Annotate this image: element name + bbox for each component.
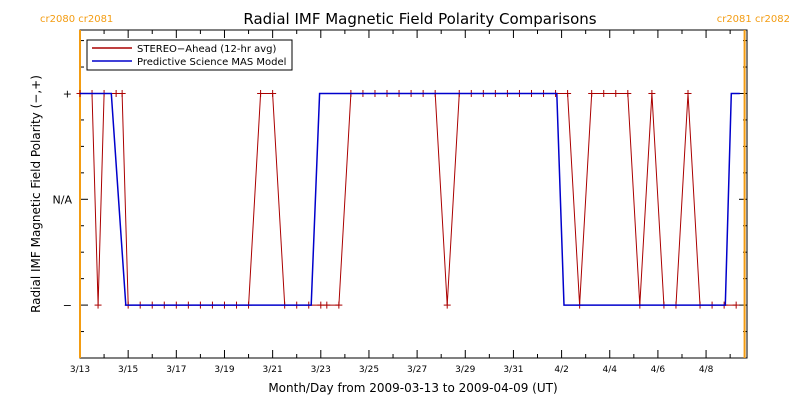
x-tick-label: 4/8 xyxy=(699,365,714,375)
legend: STEREO−Ahead (12-hr avg) Predictive Scie… xyxy=(86,39,293,71)
x-tick-label: 3/29 xyxy=(455,365,475,375)
x-tick-label: 4/2 xyxy=(554,365,568,375)
x-tick-label: 3/23 xyxy=(311,365,331,375)
data-point xyxy=(269,89,277,97)
data-point xyxy=(118,89,126,97)
x-tick-label: 3/25 xyxy=(359,365,379,375)
carrington-label: cr2081 cr2082 xyxy=(717,14,790,25)
x-tick-label: 4/6 xyxy=(651,365,666,375)
x-tick-label: 3/13 xyxy=(70,365,90,375)
plot-area xyxy=(79,29,748,359)
data-point xyxy=(335,301,343,309)
carrington-label: cr2080 cr2081 xyxy=(40,14,113,25)
x-tick-label: 4/4 xyxy=(603,365,618,375)
y-tick-label: − xyxy=(63,299,72,312)
data-point xyxy=(648,89,656,97)
data-point xyxy=(317,301,325,309)
data-point xyxy=(732,301,740,309)
legend-box xyxy=(86,39,293,71)
data-point xyxy=(257,89,265,97)
x-tick-label: 3/27 xyxy=(407,365,427,375)
data-point xyxy=(323,301,331,309)
x-axis-label: Month/Day from 2009-03-13 to 2009-04-09 … xyxy=(268,381,557,395)
data-point xyxy=(94,301,102,309)
y-tick-label: N/A xyxy=(53,193,73,206)
data-point xyxy=(624,89,632,97)
chart-title: Radial IMF Magnetic Field Polarity Compa… xyxy=(243,10,596,28)
carrington-rotation-markers: cr2080 cr2081 cr2081 cr2082 xyxy=(40,14,790,358)
data-point xyxy=(564,89,572,97)
data-point xyxy=(443,301,451,309)
x-tick-label: 3/15 xyxy=(118,365,138,375)
y-tick-label: + xyxy=(63,87,72,100)
data-point xyxy=(588,89,596,97)
series-line-stereo xyxy=(80,93,737,306)
legend-label-stereo: STEREO−Ahead (12-hr avg) xyxy=(137,44,277,55)
data-point xyxy=(112,89,120,97)
legend-label-mas-model: Predictive Science MAS Model xyxy=(137,57,286,68)
data-point xyxy=(612,89,620,97)
series-layer xyxy=(76,89,740,309)
y-axis-label: Radial IMF Magnetic Field Polarity (−,+) xyxy=(29,75,43,313)
data-point xyxy=(600,89,608,97)
x-tick-label: 3/19 xyxy=(214,365,234,375)
x-tick-label: 3/21 xyxy=(263,365,283,375)
series-line-mas-model xyxy=(80,92,740,306)
x-axis: 3/13 3/15 3/17 3/19 3/21 3/23 3/25 3/27 3/29 3/31… xyxy=(70,30,731,375)
x-tick-label: 3/31 xyxy=(503,365,523,375)
y-axis: + N/A − xyxy=(53,40,747,359)
x-tick-label: 3/17 xyxy=(166,365,186,375)
data-point xyxy=(684,89,692,97)
